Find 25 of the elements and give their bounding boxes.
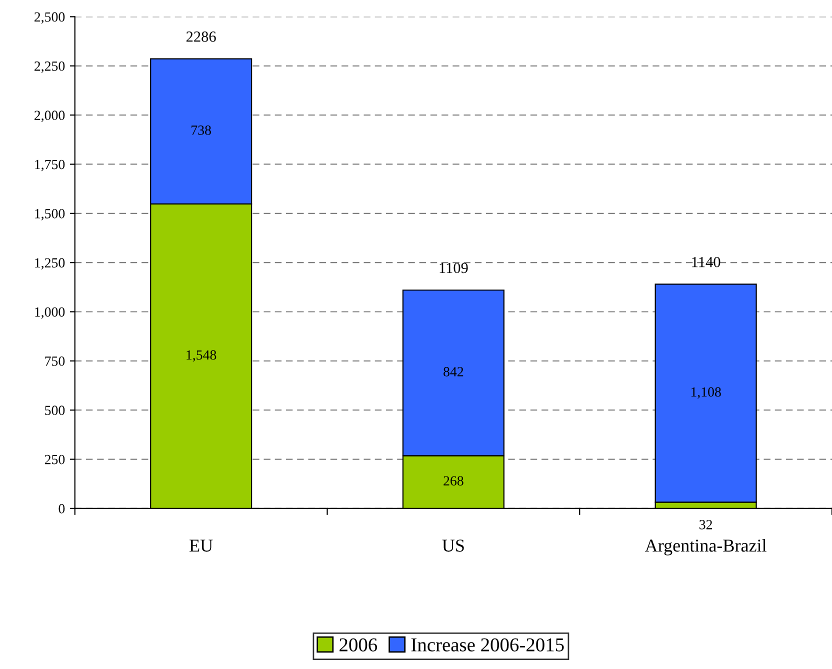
y-tick-label: 2,250 <box>34 61 65 73</box>
y-tick-label: 2,000 <box>34 110 65 122</box>
data-label: 32 <box>700 520 712 530</box>
legend-label: Increase 2006-2015 <box>411 638 564 652</box>
y-tick-label: 500 <box>45 406 65 416</box>
total-label: 1109 <box>440 262 468 274</box>
y-tick-label: 250 <box>44 454 65 464</box>
y-tick-label: 1,750 <box>35 160 65 172</box>
total-label: 1140 <box>692 256 720 268</box>
data-label: 268 <box>444 476 464 486</box>
data-label: 1,548 <box>186 350 216 362</box>
x-tick-label: EU <box>190 540 213 552</box>
y-tick-label: 0 <box>58 504 65 514</box>
y-tick-label: 1,500 <box>35 208 65 220</box>
data-label: 842 <box>444 367 464 376</box>
total-label: 2286 <box>186 32 216 42</box>
y-tick-label: 1,250 <box>35 258 65 270</box>
data-label: 738 <box>192 125 211 135</box>
x-tick-label: Argentina-Brazil <box>644 538 766 556</box>
x-tick-label: US <box>442 540 464 552</box>
y-tick-label: 2,500 <box>34 12 65 24</box>
data-label: 1,108 <box>691 387 721 399</box>
y-tick-label: 1,000 <box>35 307 65 319</box>
y-tick-label: 750 <box>45 356 65 366</box>
legend-label: 2006 <box>340 638 378 652</box>
